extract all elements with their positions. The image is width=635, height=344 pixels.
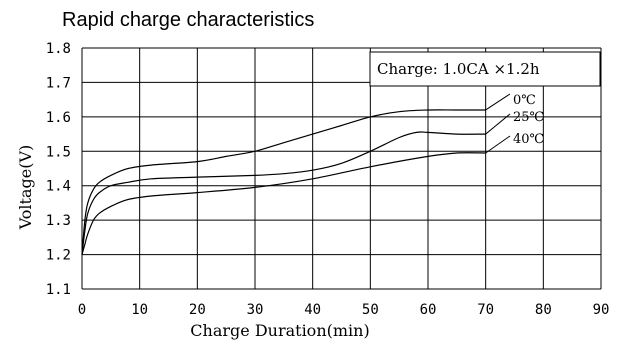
y-tick-label: 1.5 bbox=[46, 144, 71, 160]
y-tick-label: 1.3 bbox=[46, 213, 71, 229]
series-leader-line bbox=[485, 135, 511, 154]
x-tick-label: 90 bbox=[593, 302, 610, 318]
series-label: 40℃ bbox=[513, 132, 544, 147]
x-tick-label: 10 bbox=[131, 302, 148, 318]
x-tick-label: 0 bbox=[78, 302, 86, 318]
series-leader-line bbox=[485, 113, 511, 135]
series-line bbox=[81, 131, 486, 255]
x-tick-labels: 0 10 20 30 40 50 60 70 80 90 bbox=[78, 302, 610, 318]
x-axis-label: Charge Duration(min) bbox=[190, 321, 369, 340]
series-labels: 0℃ 25℃ 40℃ bbox=[485, 93, 544, 154]
y-tick-label: 1.2 bbox=[46, 248, 71, 264]
y-tick-label: 1.4 bbox=[46, 179, 71, 195]
series-leader-line bbox=[485, 93, 511, 111]
y-axis-label: Voltage(V) bbox=[16, 145, 35, 231]
series-line bbox=[81, 152, 486, 255]
series-label: 0℃ bbox=[513, 93, 536, 108]
x-tick-label: 30 bbox=[247, 302, 264, 318]
grid bbox=[81, 47, 602, 290]
y-tick-label: 1.6 bbox=[46, 110, 71, 126]
series-label: 25℃ bbox=[513, 110, 544, 125]
chart-title: Rapid charge characteristics bbox=[62, 9, 314, 31]
x-tick-label: 50 bbox=[362, 302, 379, 318]
y-tick-labels: 1.1 1.2 1.3 1.4 1.5 1.6 1.7 1.8 bbox=[46, 41, 71, 298]
series-line bbox=[81, 109, 486, 255]
charge-condition-frame bbox=[369, 51, 601, 87]
series-curves bbox=[81, 109, 486, 255]
x-tick-label: 70 bbox=[477, 302, 494, 318]
charge-condition-box: Charge: 1.0CA ×1.2h bbox=[369, 51, 601, 87]
y-tick-label: 1.8 bbox=[46, 41, 71, 57]
x-tick-label: 40 bbox=[304, 302, 321, 318]
x-tick-label: 60 bbox=[420, 302, 437, 318]
y-tick-label: 1.1 bbox=[46, 282, 71, 298]
x-tick-label: 20 bbox=[189, 302, 206, 318]
charge-condition-text: Charge: 1.0CA ×1.2h bbox=[377, 60, 540, 78]
y-tick-label: 1.7 bbox=[46, 75, 71, 91]
x-tick-label: 80 bbox=[535, 302, 552, 318]
